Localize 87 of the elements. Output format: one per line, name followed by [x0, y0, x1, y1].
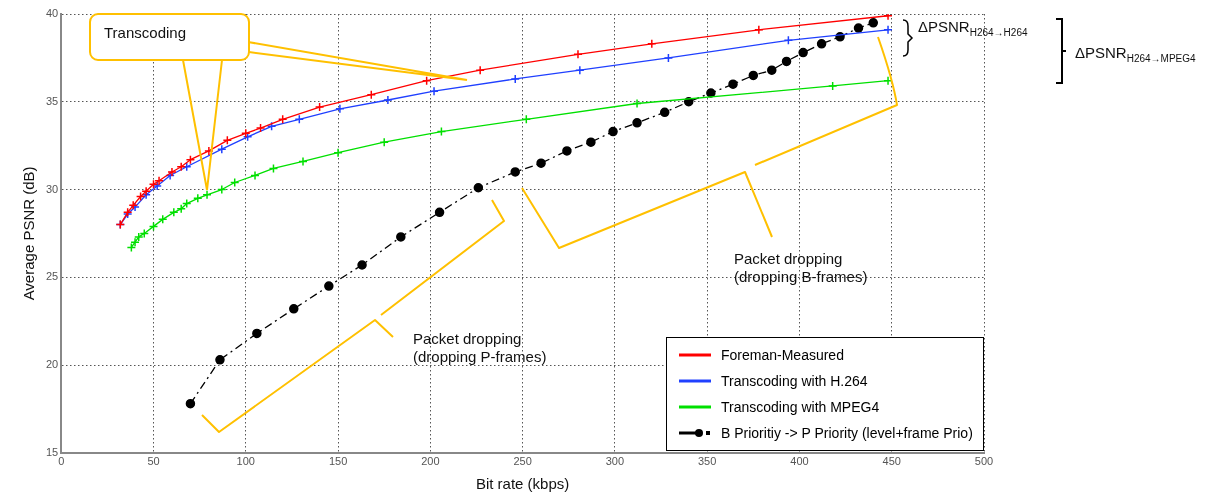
point: [255, 123, 266, 133]
point: [475, 65, 485, 75]
point: [586, 137, 596, 147]
x-tick-label: 300: [605, 455, 625, 468]
annotation: Transcoding: [104, 24, 186, 42]
point: [562, 146, 572, 156]
text: ΔPSNR$_{H264→MPEG4}$: [1075, 44, 1196, 66]
point: [536, 158, 546, 168]
point: [663, 53, 674, 63]
point: [510, 167, 520, 177]
point: [659, 107, 670, 118]
point: [728, 79, 738, 89]
x-tick-label: 500: [974, 455, 994, 468]
point: [185, 398, 196, 409]
y-tick-label: 15: [45, 445, 59, 458]
legend-label: B Prioritiy -> P Priority (level+frame Prio): [721, 424, 973, 441]
point: [217, 184, 227, 195]
point: [510, 74, 520, 84]
annotation: Packet dropping (dropping P-frames): [413, 330, 547, 366]
point: [252, 328, 262, 339]
point: [167, 167, 177, 177]
point: [781, 56, 792, 67]
point: [250, 170, 260, 181]
y-axis-title: Average PSNR (dB): [20, 166, 38, 301]
point: [204, 146, 214, 156]
point: [429, 86, 439, 96]
point: [379, 137, 389, 147]
point: [883, 14, 893, 21]
point: [130, 237, 140, 247]
point: [217, 144, 227, 154]
y-tick-label: 30: [45, 182, 59, 195]
point: [748, 70, 759, 81]
point: [324, 281, 334, 291]
point: [608, 126, 618, 137]
point: [647, 39, 657, 49]
point: [134, 232, 144, 242]
point: [575, 65, 585, 75]
point: [335, 104, 345, 114]
point: [868, 18, 879, 28]
x-tick-label: 250: [513, 455, 532, 468]
point: [573, 49, 583, 60]
x-tick-label: 450: [882, 455, 901, 468]
point: [176, 161, 186, 172]
point: [141, 186, 151, 197]
y-tick-label: 35: [45, 94, 59, 107]
annotation: ΔPSNR$_{H264→H264}$: [918, 18, 1028, 40]
x-tick-label: 0: [58, 455, 65, 468]
point: [169, 207, 179, 218]
point: [357, 260, 367, 270]
point: [193, 193, 203, 204]
y-tick-label: 25: [45, 270, 59, 283]
point: [383, 95, 393, 105]
point: [154, 175, 164, 186]
point: [241, 128, 251, 139]
y-tick-label: 40: [45, 7, 59, 20]
x-tick-label: 400: [790, 455, 809, 468]
point: [314, 102, 325, 112]
point: [473, 183, 484, 193]
point: [202, 190, 212, 200]
point: [754, 25, 764, 35]
point: [176, 204, 186, 214]
point: [816, 39, 827, 49]
point: [883, 25, 893, 35]
legend-label: Transcoding with H.264: [721, 372, 868, 389]
point: [215, 355, 225, 365]
legend-label: Transcoding with MPEG4: [721, 398, 880, 415]
x-axis-title: Bit rate (kbps): [475, 475, 570, 493]
point: [798, 47, 808, 58]
x-tick-label: 50: [147, 455, 160, 468]
point: [289, 304, 299, 314]
x-tick-label: 200: [421, 455, 440, 468]
point: [827, 81, 838, 91]
point: [632, 98, 642, 109]
annotation: Packet dropping (dropping B-frames): [734, 250, 868, 286]
point: [434, 207, 445, 218]
point: [706, 88, 716, 98]
legend-label: Foreman-Measured: [721, 346, 844, 363]
y-tick-label: 20: [45, 358, 59, 371]
x-tick-label: 350: [697, 455, 717, 468]
point: [853, 23, 864, 33]
x-tick-label: 150: [328, 455, 348, 468]
point: [333, 147, 343, 158]
x-tick-label: 100: [236, 455, 255, 468]
point: [632, 118, 642, 128]
point: [298, 156, 308, 167]
point: [767, 65, 777, 75]
point: [396, 232, 406, 242]
